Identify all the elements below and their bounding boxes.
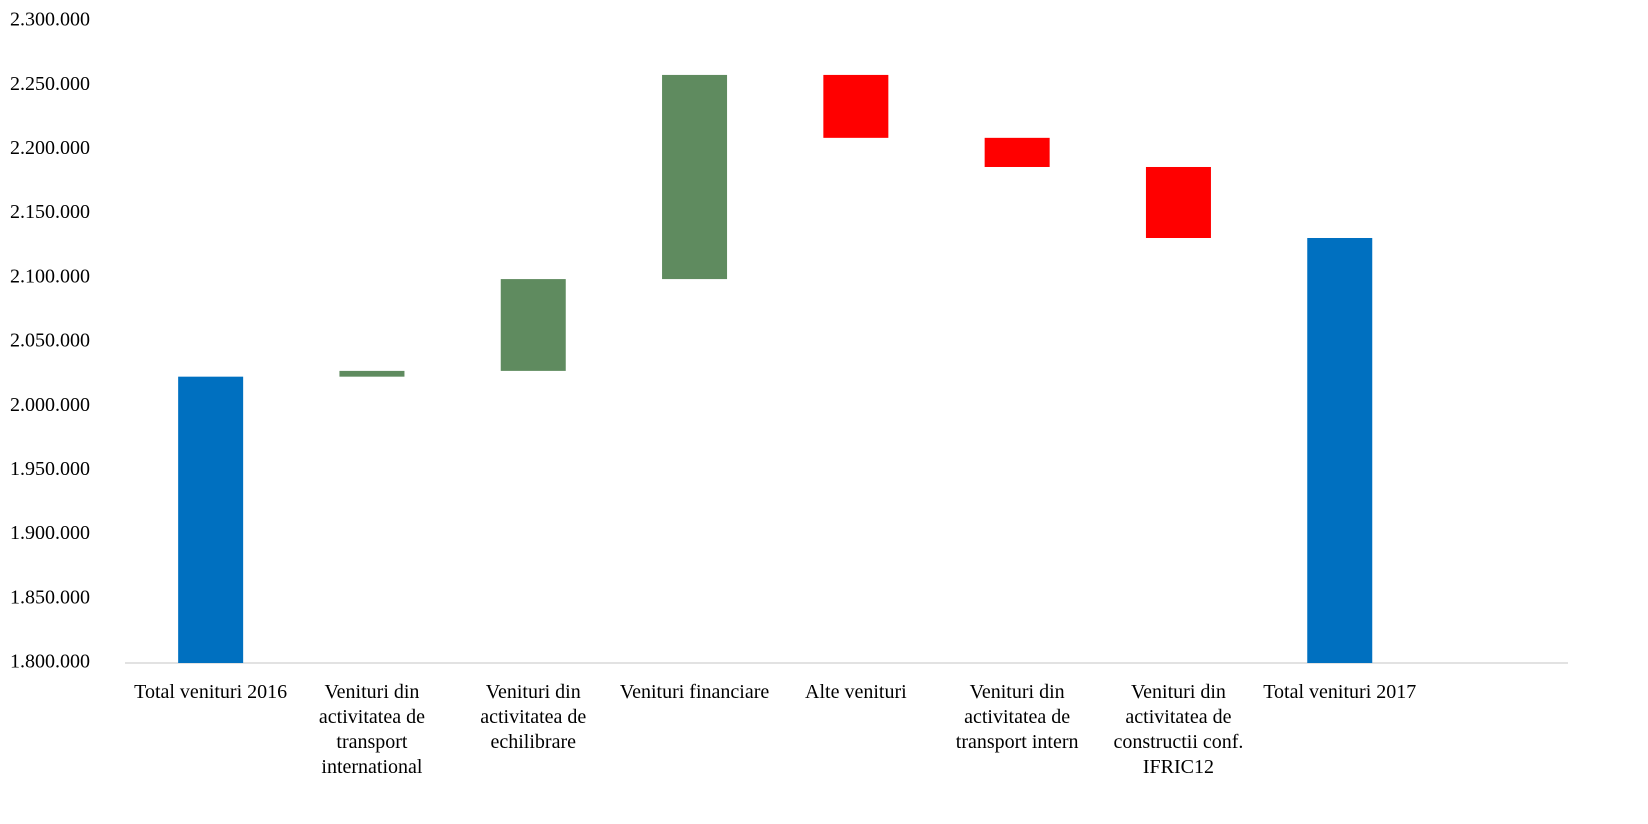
bar [500,279,566,371]
y-tick-label: 2.000.000 [10,394,90,416]
x-tick-label: Venituri din activitatea de constructii … [1113,681,1244,778]
bar [339,370,405,377]
x-tick-label: Total venituri 2017 [1263,681,1417,703]
y-tick-label: 2.300.000 [10,9,90,31]
y-tick-label: 2.100.000 [10,265,90,287]
y-tick-label: 1.950.000 [10,458,90,480]
x-tick-label: Venituri din activitatea de transport in… [955,681,1079,753]
x-tick-label: Venituri financiare [619,681,770,703]
y-tick-label: 2.200.000 [10,137,90,159]
x-tick-label: Venituri din activitatea de echilibrare [480,681,587,753]
bar [823,74,889,138]
x-tick-label: Total venituri 2016 [134,681,288,703]
bar [662,74,728,280]
y-tick-label: 1.850.000 [10,586,90,608]
y-tick-label: 2.150.000 [10,201,90,223]
x-tick-label: Alte venituri [805,681,907,703]
y-tick-label: 2.050.000 [10,330,90,352]
bar [1145,166,1211,238]
bar [178,376,244,663]
bar [1307,237,1373,663]
y-tick-label: 2.250.000 [10,73,90,95]
y-tick-label: 1.800.000 [10,651,90,673]
y-tick-label: 1.900.000 [10,522,90,544]
bar [984,137,1050,167]
x-tick-label: Venituri din activitatea de transport in… [318,681,425,778]
